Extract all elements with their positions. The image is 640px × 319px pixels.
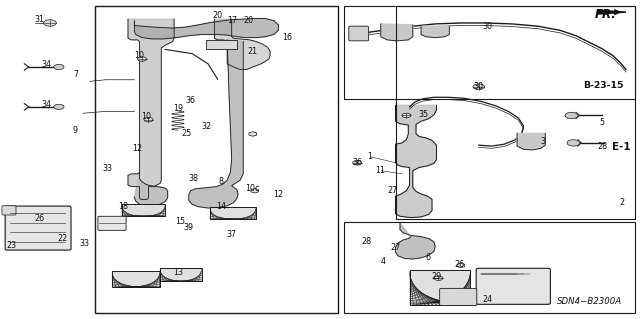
Text: 3: 3 [540,137,545,146]
Circle shape [567,140,580,146]
Polygon shape [381,24,413,41]
Circle shape [54,64,64,70]
Text: 11: 11 [375,166,385,175]
Circle shape [402,113,411,118]
FancyBboxPatch shape [206,40,237,49]
Text: 32: 32 [201,122,211,130]
Circle shape [434,276,443,280]
Text: 27: 27 [390,243,401,252]
Text: 34: 34 [41,60,51,69]
Text: 26: 26 [454,260,465,269]
Text: 35: 35 [419,110,429,119]
Polygon shape [128,19,174,199]
Circle shape [138,57,147,61]
FancyBboxPatch shape [112,271,160,287]
Circle shape [353,160,362,165]
Text: 18: 18 [118,202,128,211]
Text: 17: 17 [227,16,237,25]
Text: 21: 21 [248,47,258,56]
Bar [95,6,338,313]
Text: 14: 14 [216,202,226,211]
Polygon shape [457,263,465,268]
Circle shape [144,117,153,122]
Text: 20: 20 [243,16,253,25]
FancyBboxPatch shape [2,206,16,215]
Polygon shape [421,26,449,38]
Text: 4: 4 [380,257,385,266]
Text: 10: 10 [141,112,151,121]
FancyBboxPatch shape [440,288,477,306]
Text: 8: 8 [218,177,223,186]
Polygon shape [134,172,168,206]
Text: 16: 16 [282,33,292,42]
Text: 34: 34 [41,100,51,109]
Text: 22: 22 [58,234,68,243]
Bar [344,6,635,99]
Text: 30: 30 [474,82,484,91]
FancyBboxPatch shape [98,216,126,230]
Polygon shape [189,40,243,208]
Text: 28: 28 [598,142,608,151]
Text: 31: 31 [35,15,45,24]
Text: 20: 20 [212,11,223,20]
Text: 19: 19 [173,104,183,113]
Text: 12: 12 [273,190,284,199]
Polygon shape [598,10,626,14]
Polygon shape [396,105,436,218]
Text: 1: 1 [367,152,372,161]
Circle shape [565,112,578,119]
Text: SDN4−B2300A: SDN4−B2300A [557,297,622,306]
Text: 10c: 10c [246,184,260,193]
Circle shape [54,104,64,109]
Text: 24: 24 [483,295,493,304]
Text: 5: 5 [599,118,604,127]
Text: 6: 6 [425,253,430,262]
Text: E-1: E-1 [612,142,630,152]
Text: 28: 28 [361,237,371,246]
FancyBboxPatch shape [210,207,256,219]
Polygon shape [214,19,270,70]
Circle shape [44,20,56,26]
FancyBboxPatch shape [5,206,71,250]
Text: 12: 12 [132,144,143,153]
Text: 39: 39 [184,223,194,232]
Text: 7: 7 [73,70,78,79]
FancyBboxPatch shape [349,26,369,41]
Text: 9: 9 [73,126,78,135]
Text: 27: 27 [388,186,398,195]
Text: 15: 15 [175,217,186,226]
Text: 33: 33 [79,239,90,248]
Text: 26: 26 [35,214,45,223]
FancyBboxPatch shape [476,268,550,304]
FancyBboxPatch shape [410,270,470,305]
Text: 10: 10 [134,51,145,60]
Polygon shape [249,132,257,136]
Text: 30: 30 [483,22,493,31]
Text: 37: 37 [227,230,237,239]
Text: 13: 13 [173,268,183,277]
Text: 38: 38 [188,174,198,182]
Text: 36: 36 [186,96,196,105]
Text: 33: 33 [102,164,113,173]
Bar [344,222,635,313]
Text: 25: 25 [182,129,192,138]
Circle shape [473,84,484,90]
Text: FR.: FR. [595,8,617,21]
Bar [396,6,635,219]
Text: 36: 36 [352,158,362,167]
Polygon shape [134,19,278,39]
Text: 23: 23 [6,241,17,250]
Polygon shape [517,133,545,150]
FancyBboxPatch shape [160,268,202,281]
Text: 29: 29 [431,272,442,281]
Polygon shape [251,189,259,193]
FancyBboxPatch shape [122,204,165,216]
Polygon shape [396,223,435,259]
Text: 2: 2 [620,198,625,207]
Text: B-23-15: B-23-15 [584,81,624,90]
